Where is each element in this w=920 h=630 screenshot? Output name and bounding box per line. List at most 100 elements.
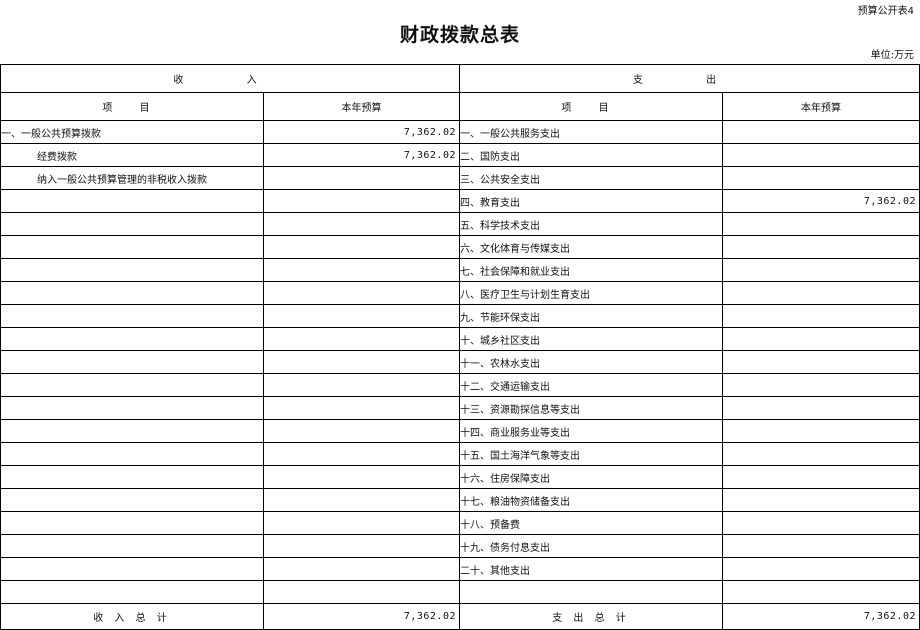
expense-item-cell[interactable]: 十一、农林水支出 [459, 350, 723, 374]
income-value-cell[interactable]: 7,362.02 [263, 143, 460, 167]
income-value-cell[interactable] [263, 189, 460, 213]
expense-value-cell[interactable] [722, 488, 920, 512]
income-value-cell[interactable] [263, 212, 460, 236]
expense-item-cell[interactable]: 四、教育支出 [459, 189, 723, 213]
blank-cell[interactable] [459, 580, 723, 604]
expense-item-cell[interactable]: 七、社会保障和就业支出 [459, 258, 723, 282]
income-item-cell[interactable] [0, 281, 264, 305]
income-budget-header: 本年预算 [263, 92, 460, 121]
expense-value-cell[interactable] [722, 557, 920, 581]
expense-item-cell[interactable]: 十九、债务付息支出 [459, 534, 723, 558]
income-value-cell[interactable] [263, 281, 460, 305]
expense-item-cell[interactable]: 十三、资源勘探信息等支出 [459, 396, 723, 420]
expense-value-cell[interactable] [722, 442, 920, 466]
expense-value-cell[interactable]: 7,362.02 [722, 189, 920, 213]
income-value-cell[interactable]: 7,362.02 [263, 120, 460, 144]
expense-value-cell[interactable] [722, 419, 920, 443]
income-item-cell[interactable] [0, 373, 264, 397]
expense-value-cell[interactable] [722, 235, 920, 259]
column-header-row: 项 目 本年预算 项 目 本年预算 [0, 92, 920, 121]
table-code: 预算公开表4 [857, 6, 914, 17]
income-value-cell[interactable] [263, 488, 460, 512]
expense-value-cell[interactable] [722, 396, 920, 420]
income-item-cell[interactable] [0, 396, 264, 420]
expense-value-cell[interactable] [722, 511, 920, 535]
expense-value-cell[interactable] [722, 143, 920, 167]
income-value-cell[interactable] [263, 235, 460, 259]
expense-item-cell[interactable]: 十七、粮油物资储备支出 [459, 488, 723, 512]
expense-total-value[interactable]: 7,362.02 [722, 603, 920, 630]
income-item-cell[interactable] [0, 511, 264, 535]
income-value-cell[interactable] [263, 258, 460, 282]
table-row: 五、科学技术支出 [0, 212, 920, 236]
income-item-cell[interactable] [0, 488, 264, 512]
income-value-cell[interactable] [263, 304, 460, 328]
blank-cell[interactable] [0, 580, 264, 604]
blank-cell[interactable] [722, 580, 920, 604]
page-title: 财政拨款总表 [399, 24, 520, 46]
expense-total-label[interactable]: 支 出 总 计 [459, 603, 723, 630]
table-row: 十九、债务付息支出 [0, 534, 920, 558]
expense-value-cell[interactable] [722, 373, 920, 397]
income-item-cell[interactable] [0, 189, 264, 213]
expense-value-cell[interactable] [722, 304, 920, 328]
income-item-cell[interactable] [0, 327, 264, 351]
income-value-cell[interactable] [263, 396, 460, 420]
expense-item-cell[interactable]: 三、公共安全支出 [459, 166, 723, 190]
income-item-label: 项 目 [102, 103, 162, 114]
expense-item-cell[interactable]: 十四、商业服务业等支出 [459, 419, 723, 443]
income-total-label[interactable]: 收 入 总 计 [0, 603, 264, 630]
expense-item-cell[interactable]: 十八、预备费 [459, 511, 723, 535]
expense-item-cell[interactable]: 十五、国土海洋气象等支出 [459, 442, 723, 466]
income-item-cell[interactable] [0, 442, 264, 466]
expense-value-cell[interactable] [722, 120, 920, 144]
income-value-cell[interactable] [263, 511, 460, 535]
income-value-cell[interactable] [263, 419, 460, 443]
income-value-cell[interactable] [263, 373, 460, 397]
income-item-cell[interactable] [0, 350, 264, 374]
expense-value-cell[interactable] [722, 258, 920, 282]
income-item-cell[interactable]: 纳入一般公共预算管理的非税收入拨款 [0, 166, 264, 190]
income-item-cell[interactable] [0, 557, 264, 581]
table-row: 四、教育支出 7,362.02 [0, 189, 920, 213]
expense-value-cell[interactable] [722, 534, 920, 558]
expense-item-cell[interactable]: 二十、其他支出 [459, 557, 723, 581]
income-value-cell[interactable] [263, 442, 460, 466]
income-item-cell[interactable] [0, 212, 264, 236]
income-item-cell[interactable] [0, 258, 264, 282]
income-value-cell[interactable] [263, 350, 460, 374]
income-item-cell[interactable] [0, 419, 264, 443]
income-group-header: 收 入 [0, 64, 460, 93]
expense-value-cell[interactable] [722, 465, 920, 489]
expense-item-cell[interactable]: 十六、住房保障支出 [459, 465, 723, 489]
income-value-cell[interactable] [263, 465, 460, 489]
income-value-cell[interactable] [263, 534, 460, 558]
income-item-cell[interactable] [0, 465, 264, 489]
income-value-cell[interactable] [263, 166, 460, 190]
income-value-cell[interactable] [263, 327, 460, 351]
blank-cell[interactable] [263, 580, 460, 604]
expense-item-cell[interactable]: 八、医疗卫生与计划生育支出 [459, 281, 723, 305]
expense-item-cell[interactable]: 九、节能环保支出 [459, 304, 723, 328]
income-total-value[interactable]: 7,362.02 [263, 603, 460, 630]
income-value-cell[interactable] [263, 557, 460, 581]
expense-item-cell[interactable]: 十、城乡社区支出 [459, 327, 723, 351]
expense-value-cell[interactable] [722, 350, 920, 374]
income-item-cell[interactable] [0, 534, 264, 558]
expense-item-cell[interactable]: 六、文化体育与传媒支出 [459, 235, 723, 259]
expense-item-cell[interactable]: 一、一般公共服务支出 [459, 120, 723, 144]
expense-item-cell[interactable]: 二、国防支出 [459, 143, 723, 167]
expense-value-cell[interactable] [722, 327, 920, 351]
expense-item-cell[interactable]: 十二、交通运输支出 [459, 373, 723, 397]
income-item-cell[interactable] [0, 304, 264, 328]
expense-group-header: 支 出 [459, 64, 920, 93]
table-row: 十六、住房保障支出 [0, 465, 920, 489]
expense-value-cell[interactable] [722, 212, 920, 236]
income-item-cell[interactable]: 经费拨款 [0, 143, 264, 167]
table-row: 十三、资源勘探信息等支出 [0, 396, 920, 420]
income-item-cell[interactable]: 一、一般公共预算拨款 [0, 120, 264, 144]
expense-value-cell[interactable] [722, 166, 920, 190]
income-item-cell[interactable] [0, 235, 264, 259]
expense-item-cell[interactable]: 五、科学技术支出 [459, 212, 723, 236]
expense-value-cell[interactable] [722, 281, 920, 305]
